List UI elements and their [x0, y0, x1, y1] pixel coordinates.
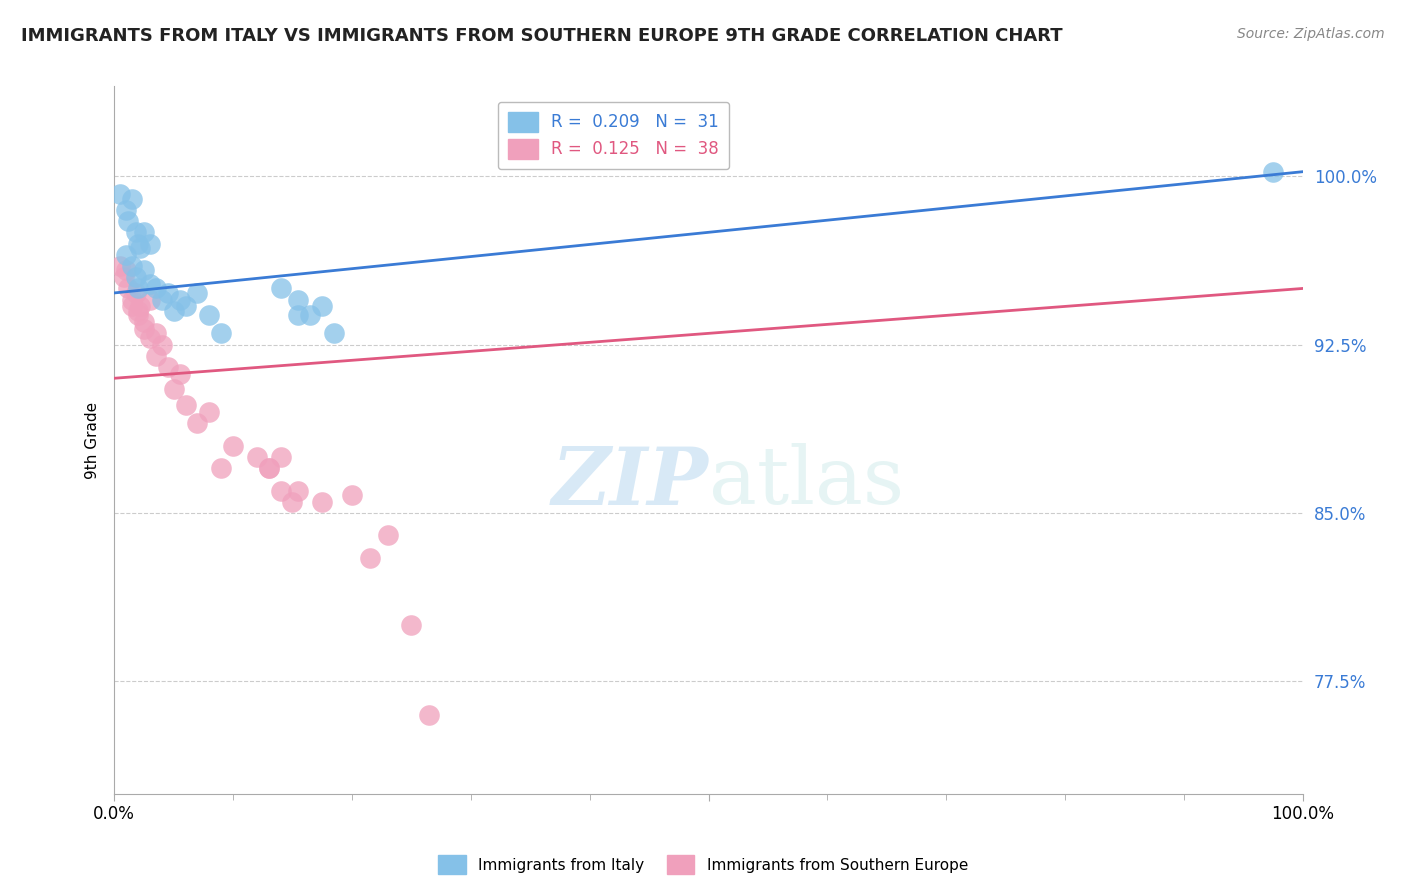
Point: [121, 293, 143, 307]
Point: [156, 359, 179, 374]
Point: [287, 293, 309, 307]
Point: [270, 281, 292, 295]
Point: [198, 309, 221, 323]
Point: [117, 214, 139, 228]
Point: [186, 416, 208, 430]
Point: [186, 285, 208, 300]
Point: [209, 326, 232, 341]
Point: [145, 349, 167, 363]
Point: [209, 461, 232, 475]
Text: ZIP: ZIP: [551, 443, 709, 521]
Point: [299, 309, 322, 323]
Point: [108, 259, 131, 273]
Point: [270, 483, 292, 498]
Point: [246, 450, 269, 464]
Point: [115, 202, 138, 217]
Point: [124, 270, 146, 285]
Point: [311, 300, 333, 314]
Point: [132, 322, 155, 336]
Point: [121, 259, 143, 273]
Point: [1261, 164, 1284, 178]
Point: [124, 285, 146, 300]
Point: [401, 618, 423, 632]
Point: [139, 236, 162, 251]
Point: [156, 285, 179, 300]
Point: [115, 248, 138, 262]
Point: [150, 337, 173, 351]
Point: [115, 263, 138, 277]
Point: [139, 293, 162, 307]
Point: [127, 309, 149, 323]
Point: [257, 461, 280, 475]
Point: [323, 326, 346, 341]
Point: [112, 270, 135, 285]
Text: Source: ZipAtlas.com: Source: ZipAtlas.com: [1237, 27, 1385, 41]
Point: [121, 192, 143, 206]
Point: [145, 281, 167, 295]
Y-axis label: 9th Grade: 9th Grade: [86, 401, 100, 479]
Point: [127, 236, 149, 251]
Point: [281, 495, 304, 509]
Point: [145, 326, 167, 341]
Point: [150, 293, 173, 307]
Point: [311, 495, 333, 509]
Text: IMMIGRANTS FROM ITALY VS IMMIGRANTS FROM SOUTHERN EUROPE 9TH GRADE CORRELATION C: IMMIGRANTS FROM ITALY VS IMMIGRANTS FROM…: [21, 27, 1063, 45]
Point: [124, 225, 146, 239]
Point: [270, 450, 292, 464]
Point: [127, 281, 149, 295]
Point: [174, 300, 197, 314]
Point: [129, 241, 152, 255]
Point: [162, 383, 184, 397]
Point: [108, 187, 131, 202]
Point: [121, 300, 143, 314]
Legend: Immigrants from Italy, Immigrants from Southern Europe: Immigrants from Italy, Immigrants from S…: [432, 849, 974, 880]
Point: [287, 309, 309, 323]
Point: [132, 263, 155, 277]
Point: [174, 398, 197, 412]
Point: [222, 439, 245, 453]
Point: [198, 405, 221, 419]
Point: [117, 281, 139, 295]
Point: [132, 315, 155, 329]
Legend: R =  0.209   N =  31, R =  0.125   N =  38: R = 0.209 N = 31, R = 0.125 N = 38: [498, 102, 728, 169]
Point: [340, 488, 363, 502]
Point: [139, 331, 162, 345]
Point: [129, 300, 152, 314]
Point: [127, 304, 149, 318]
Point: [162, 304, 184, 318]
Point: [257, 461, 280, 475]
Point: [139, 277, 162, 291]
Point: [359, 550, 381, 565]
Point: [132, 225, 155, 239]
Point: [169, 293, 191, 307]
Point: [418, 708, 440, 723]
Text: atlas: atlas: [709, 443, 904, 522]
Point: [169, 367, 191, 381]
Point: [287, 483, 309, 498]
Point: [377, 528, 399, 542]
